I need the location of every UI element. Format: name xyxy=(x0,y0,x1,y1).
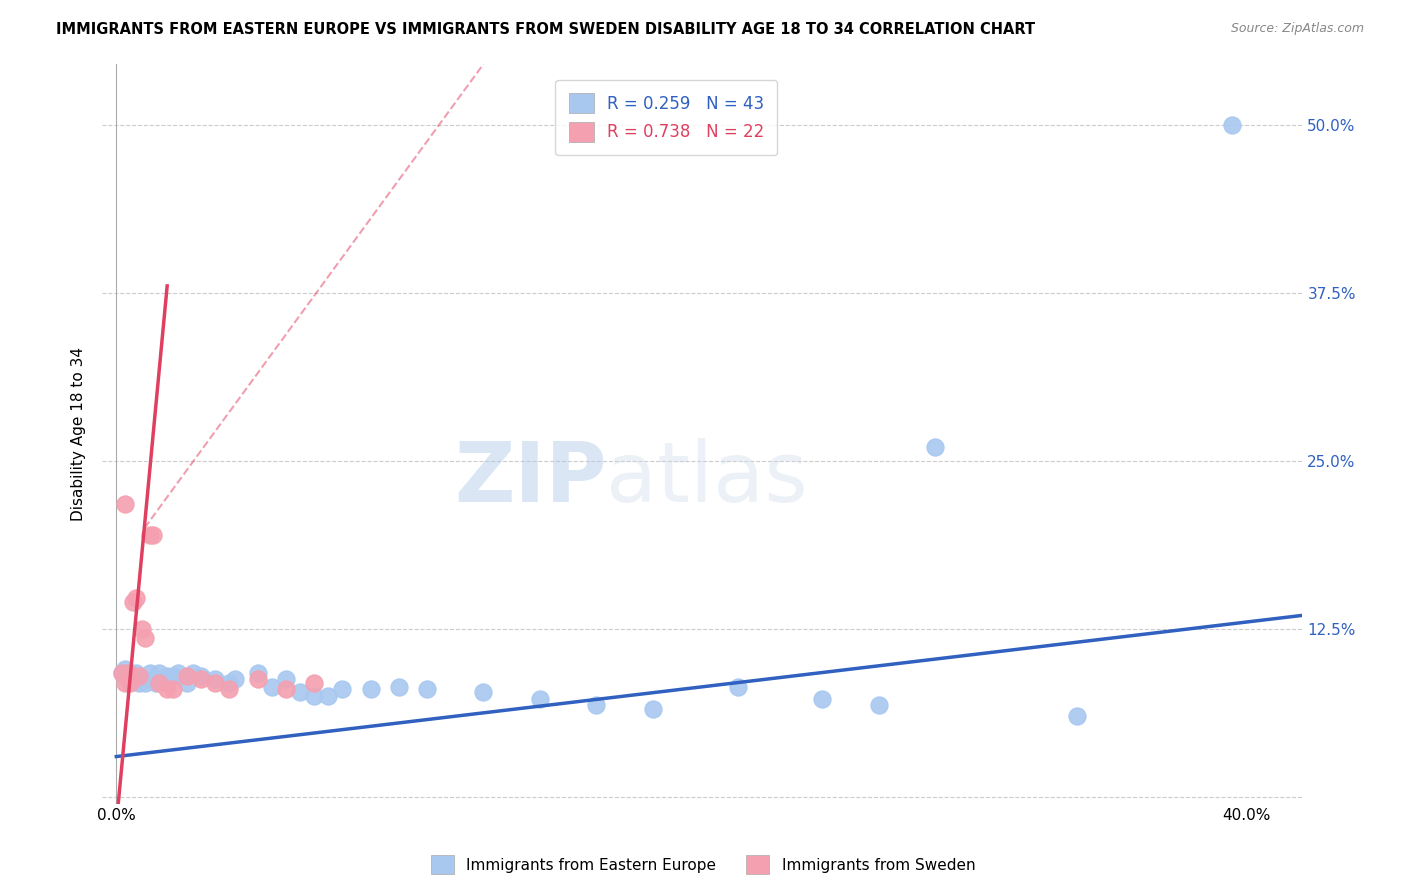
Point xyxy=(111,666,134,681)
Text: Source: ZipAtlas.com: Source: ZipAtlas.com xyxy=(1230,22,1364,36)
Point xyxy=(125,666,148,681)
Point xyxy=(134,675,156,690)
Point xyxy=(727,680,749,694)
Point xyxy=(811,691,834,706)
Point xyxy=(190,672,212,686)
Text: atlas: atlas xyxy=(606,438,808,519)
Point xyxy=(1220,118,1243,132)
Point xyxy=(288,685,311,699)
Point xyxy=(114,675,136,690)
Point xyxy=(868,698,890,713)
Point xyxy=(114,662,136,676)
Point xyxy=(131,672,153,686)
Point xyxy=(274,672,297,686)
Point xyxy=(176,669,198,683)
Point xyxy=(274,682,297,697)
Point xyxy=(218,682,240,697)
Point xyxy=(142,527,165,541)
Point xyxy=(924,440,946,454)
Point xyxy=(150,672,173,686)
Point xyxy=(148,675,170,690)
Point xyxy=(360,682,382,697)
Y-axis label: Disability Age 18 to 34: Disability Age 18 to 34 xyxy=(72,347,86,521)
Point xyxy=(162,682,184,697)
Point xyxy=(162,669,184,683)
Point xyxy=(388,680,411,694)
Point xyxy=(316,689,339,703)
Point xyxy=(529,691,551,706)
Point xyxy=(330,682,353,697)
Point xyxy=(128,675,150,690)
Point xyxy=(302,675,325,690)
Point xyxy=(131,622,153,636)
Point xyxy=(125,591,148,605)
Point xyxy=(302,689,325,703)
Point xyxy=(122,669,145,683)
Point xyxy=(246,666,269,681)
Point xyxy=(1066,709,1088,723)
Point xyxy=(204,675,226,690)
Point xyxy=(246,672,269,686)
Point xyxy=(128,669,150,683)
Point xyxy=(167,666,190,681)
Point xyxy=(120,675,142,690)
Point xyxy=(117,666,139,681)
Point xyxy=(176,675,198,690)
Point xyxy=(416,682,439,697)
Point xyxy=(120,666,142,681)
Point xyxy=(114,497,136,511)
Point xyxy=(134,632,156,646)
Point xyxy=(156,682,179,697)
Text: ZIP: ZIP xyxy=(454,438,606,519)
Point xyxy=(145,675,167,690)
Text: IMMIGRANTS FROM EASTERN EUROPE VS IMMIGRANTS FROM SWEDEN DISABILITY AGE 18 TO 34: IMMIGRANTS FROM EASTERN EUROPE VS IMMIGR… xyxy=(56,22,1035,37)
Point xyxy=(204,672,226,686)
Point xyxy=(156,669,179,683)
Point xyxy=(139,527,162,541)
Point xyxy=(181,666,204,681)
Point xyxy=(122,595,145,609)
Point xyxy=(218,675,240,690)
Point xyxy=(142,672,165,686)
Point xyxy=(472,685,495,699)
Point xyxy=(224,672,246,686)
Point xyxy=(585,698,607,713)
Point xyxy=(641,702,664,716)
Legend: Immigrants from Eastern Europe, Immigrants from Sweden: Immigrants from Eastern Europe, Immigran… xyxy=(425,849,981,880)
Point xyxy=(111,666,134,681)
Point xyxy=(148,666,170,681)
Legend: R = 0.259   N = 43, R = 0.738   N = 22: R = 0.259 N = 43, R = 0.738 N = 22 xyxy=(555,79,778,155)
Point xyxy=(139,666,162,681)
Point xyxy=(190,669,212,683)
Point xyxy=(117,672,139,686)
Point xyxy=(260,680,283,694)
